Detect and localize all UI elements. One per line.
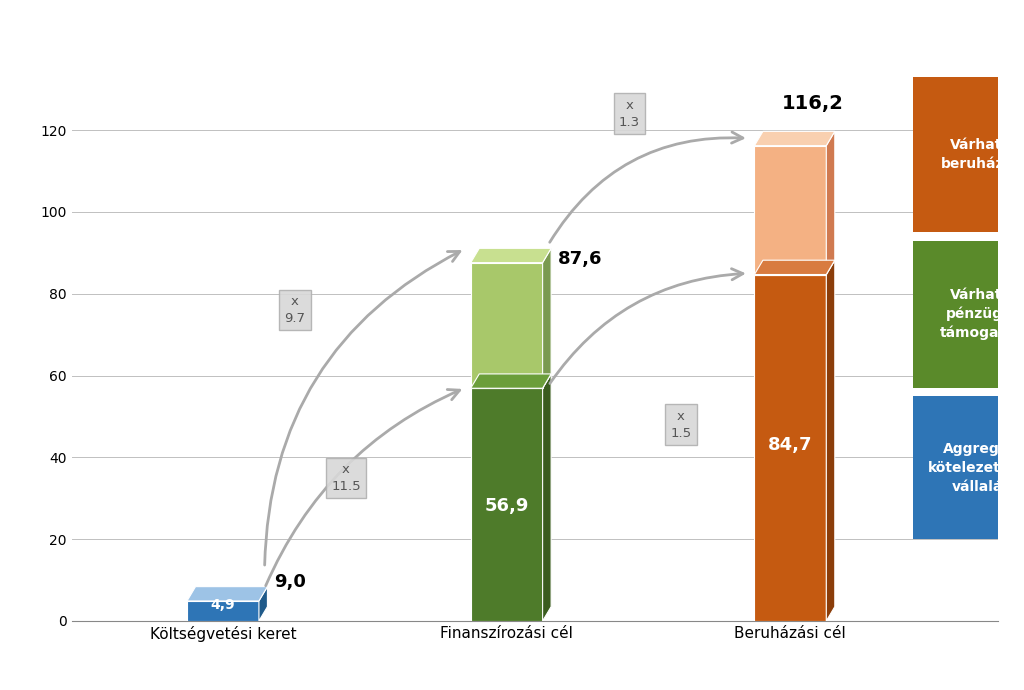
Polygon shape — [826, 260, 835, 621]
Text: 116,2: 116,2 — [782, 94, 844, 113]
Polygon shape — [755, 146, 826, 275]
Polygon shape — [543, 374, 551, 621]
Text: x
1.5: x 1.5 — [670, 410, 691, 440]
Polygon shape — [187, 586, 267, 601]
Polygon shape — [826, 131, 835, 275]
Polygon shape — [471, 388, 543, 621]
Text: Várható
pénzügyi
támogatás: Várható pénzügyi támogatás — [939, 288, 1023, 340]
Text: 4,9: 4,9 — [211, 598, 236, 612]
Text: 56,9: 56,9 — [484, 497, 528, 515]
Polygon shape — [755, 260, 835, 275]
Text: x
1.3: x 1.3 — [620, 99, 640, 129]
Polygon shape — [755, 131, 835, 146]
Text: Aggregált
kötelezettség
vállalás: Aggregált kötelezettség vállalás — [928, 442, 1024, 493]
Text: Várható
beruházás: Várható beruházás — [941, 139, 1022, 171]
Text: x
9.7: x 9.7 — [285, 295, 305, 325]
Polygon shape — [259, 586, 267, 621]
Text: 87,6: 87,6 — [558, 250, 602, 268]
Text: 84,7: 84,7 — [768, 436, 813, 454]
Polygon shape — [471, 248, 551, 263]
Polygon shape — [913, 396, 1024, 539]
Polygon shape — [913, 77, 1024, 233]
Text: x
11.5: x 11.5 — [331, 463, 360, 493]
Polygon shape — [755, 275, 826, 621]
Polygon shape — [543, 248, 551, 388]
Polygon shape — [471, 374, 551, 388]
Polygon shape — [913, 241, 1024, 388]
Polygon shape — [471, 263, 543, 388]
Polygon shape — [187, 601, 259, 621]
Text: 9,0: 9,0 — [274, 573, 306, 591]
